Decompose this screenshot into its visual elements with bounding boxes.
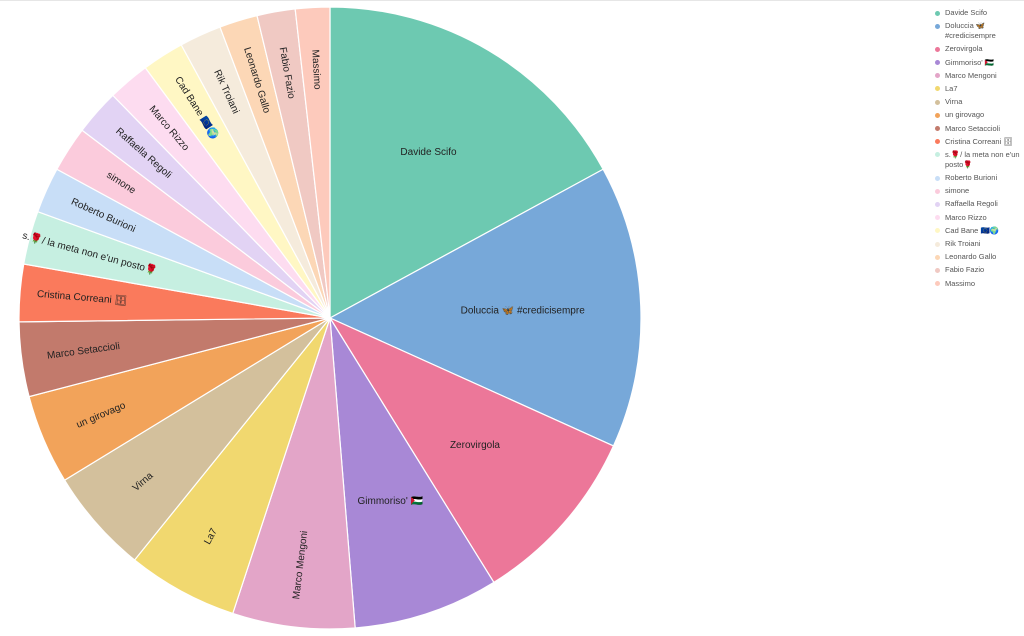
legend-label: Gimmoriso' 🇵🇸 xyxy=(945,57,995,67)
legend-swatch xyxy=(935,86,940,92)
legend-label: Cad Bane 🇪🇺🌍 xyxy=(945,225,1000,235)
legend-item[interactable]: Raffaella Regoli xyxy=(930,199,1024,209)
legend-item[interactable]: Fabio Fazio xyxy=(930,265,1024,275)
legend-label: Virna xyxy=(945,97,963,107)
legend-swatch xyxy=(935,188,940,194)
pie-slice[interactable] xyxy=(294,6,331,319)
legend-label: simone xyxy=(945,186,970,196)
legend-label: Raffaella Regoli xyxy=(945,199,998,209)
legend-swatch xyxy=(935,241,940,247)
legend-swatch xyxy=(935,201,940,207)
legend-item[interactable]: Cad Bane 🇪🇺🌍 xyxy=(930,226,1024,236)
slice-label: Doluccia 🦋 #credicisempre xyxy=(461,305,586,316)
legend-swatch xyxy=(935,215,940,221)
legend-label: Marco Mengoni xyxy=(945,70,997,80)
legend-swatch xyxy=(935,112,940,118)
legend-swatch xyxy=(935,73,940,79)
legend-label: Massimo xyxy=(945,278,976,288)
legend-item[interactable]: un girovago xyxy=(930,110,1024,120)
legend-swatch xyxy=(935,175,940,181)
slice-label: Gimmoriso' 🇵🇸 xyxy=(358,495,424,507)
legend-label: Roberto Burioni xyxy=(945,173,998,183)
legend-swatch xyxy=(935,99,940,105)
legend-item[interactable]: Roberto Burioni xyxy=(930,173,1024,183)
top-divider xyxy=(0,0,1024,1)
legend-label: Marco Setaccioli xyxy=(945,123,1001,133)
legend-item[interactable]: Gimmoriso' 🇵🇸 xyxy=(930,58,1024,68)
legend-label: La7 xyxy=(945,83,958,93)
chart-legend: Davide Scifo Doluccia 🦋 #credicisempre Zer… xyxy=(930,8,1024,292)
legend-item[interactable]: Marco Mengoni xyxy=(930,71,1024,81)
legend-swatch xyxy=(935,228,940,234)
pie-slice[interactable] xyxy=(329,6,604,320)
legend-swatch xyxy=(935,281,940,287)
pie-slice[interactable] xyxy=(328,168,642,447)
pie-slice[interactable] xyxy=(328,316,615,584)
legend-item[interactable]: Marco Rizzo xyxy=(930,213,1024,223)
legend-label: un girovago xyxy=(945,110,985,120)
slice-label: Zerovirgola xyxy=(450,440,500,451)
pie-slice[interactable] xyxy=(232,317,356,630)
pie-slice[interactable] xyxy=(329,317,495,629)
pie-chart: Davide Scifo Doluccia 🦋 #credicisempre Zer… xyxy=(18,6,642,630)
legend-item[interactable]: Massimo xyxy=(930,279,1024,289)
legend-item[interactable]: Rik Troiani xyxy=(930,239,1024,249)
legend-swatch xyxy=(935,152,940,158)
legend-label: Rik Troiani xyxy=(945,239,981,248)
legend-item[interactable]: simone xyxy=(930,186,1024,196)
legend-swatch xyxy=(935,254,940,260)
legend-item[interactable]: Leonardo Gallo xyxy=(930,252,1024,262)
legend-label: Fabio Fazio xyxy=(945,265,985,275)
legend-swatch xyxy=(935,23,940,29)
legend-swatch xyxy=(935,46,940,52)
legend-item[interactable]: Virna xyxy=(930,97,1024,107)
legend-item[interactable]: La7 xyxy=(930,84,1024,94)
legend-item[interactable]: Marco Setaccioli xyxy=(930,124,1024,134)
legend-label: Zerovirgola xyxy=(945,44,983,54)
legend-item[interactable]: Doluccia 🦋 #credicisempre xyxy=(930,21,1024,41)
legend-swatch xyxy=(935,60,940,66)
legend-item[interactable]: Cristina Correani 🗄 xyxy=(930,137,1024,147)
legend-label: Cristina Correani 🗄 xyxy=(945,136,1013,146)
legend-item[interactable]: Zerovirgola xyxy=(930,44,1024,54)
slice-label: Massimo xyxy=(309,49,322,90)
legend-swatch xyxy=(935,267,940,273)
legend-item[interactable]: Davide Scifo xyxy=(930,8,1024,18)
legend-label: s.🌹/ la meta non e'un posto🌹 xyxy=(945,149,1020,169)
legend-swatch xyxy=(935,126,940,131)
legend-label: Davide Scifo xyxy=(945,8,988,17)
legend-label: Doluccia 🦋 #credicisempre xyxy=(945,21,996,41)
legend-item[interactable]: s.🌹/ la meta non e'un posto🌹 xyxy=(930,150,1024,170)
legend-label: Marco Rizzo xyxy=(945,212,987,222)
legend-swatch xyxy=(935,10,940,16)
legend-swatch xyxy=(935,139,940,145)
legend-label: Leonardo Gallo xyxy=(945,252,997,262)
slice-label: Davide Scifo xyxy=(400,147,457,158)
